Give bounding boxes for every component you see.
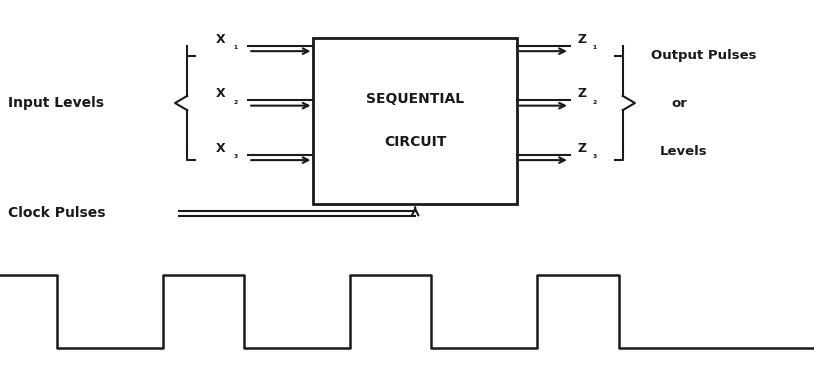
Text: Output Pulses: Output Pulses [651,49,757,62]
Text: ₃: ₃ [234,150,238,160]
Text: X: X [216,87,225,100]
Text: Input Levels: Input Levels [8,96,104,110]
Text: X: X [216,141,225,154]
Text: Levels: Levels [659,145,707,158]
Text: ₁: ₁ [234,41,238,51]
Text: X: X [216,32,225,46]
Text: ₁: ₁ [593,41,597,51]
Text: Z: Z [578,141,587,154]
Text: Clock Pulses: Clock Pulses [8,206,106,220]
Text: SEQUENTIAL: SEQUENTIAL [366,92,464,106]
Text: ₂: ₂ [593,95,597,106]
Text: Z: Z [578,87,587,100]
Text: or: or [672,97,688,110]
Text: ₂: ₂ [234,95,238,106]
Text: CIRCUIT: CIRCUIT [384,135,446,149]
Bar [313,38,517,204]
Text: Z: Z [578,32,587,46]
Text: ₃: ₃ [593,150,597,160]
